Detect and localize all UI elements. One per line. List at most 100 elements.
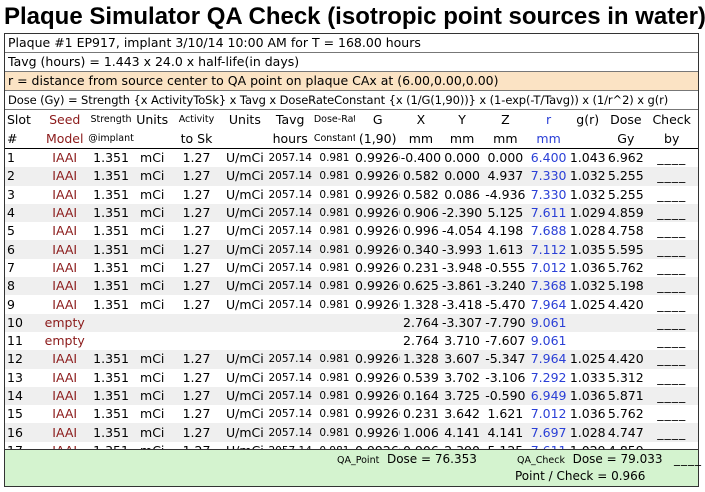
cell-gr: 1.025 (569, 296, 606, 312)
cell-dose: 4.859 (606, 203, 646, 223)
cell-dose: 4.420 (606, 350, 646, 369)
cell-tavg: 2057.14 (268, 225, 312, 238)
cell-check: ____ (657, 406, 687, 422)
cell-tavg: 2057.14 (266, 423, 314, 442)
cell-units: mCi (134, 167, 170, 186)
cell-strength (87, 313, 135, 332)
qa-table-body: 1 IAAI 1.351 mCi 1.27 U/mCi 2057.14 0.981 0.9926… (5, 149, 698, 461)
qa-check-summary: QA_Check Dose = 79.033 ____ (517, 452, 702, 466)
cell-check: ____ (657, 333, 687, 349)
cell-units: mCi (140, 186, 165, 202)
cell-gr: 1.043 (569, 150, 606, 166)
cell-strength: 1.351 (87, 350, 135, 369)
header-x-sub: mm (400, 129, 442, 149)
cell-slot: 6 (5, 240, 43, 259)
cell-check: ____ (657, 296, 687, 312)
cell-x: 0.539 (403, 369, 439, 385)
cell-strength: 1.351 (87, 167, 135, 186)
cell-units2: U/mCi (223, 277, 267, 296)
cell-x: 2.764 (403, 333, 439, 349)
cell-check: ____ (657, 259, 687, 275)
cell-x: 0.906 (400, 203, 442, 223)
header-units-sub (134, 129, 170, 149)
cell-activity: 1.27 (182, 186, 211, 202)
cell-model: IAAI (42, 167, 88, 186)
cell-units: mCi (134, 240, 170, 259)
cell-drc: 0.981 (313, 277, 356, 296)
header-r-sub: mm (528, 129, 570, 149)
cell-units2: U/mCi (225, 296, 264, 312)
cell-y: -3.418 (441, 296, 483, 312)
cell-r: 7.330 (530, 186, 567, 202)
cell-strength: 1.351 (87, 240, 135, 259)
cell-drc: 0.981 (313, 423, 356, 442)
cell-tavg: 2057.14 (266, 167, 314, 186)
cell-slot: 1 (7, 150, 15, 166)
cell-model: IAAI (42, 350, 88, 369)
cell-slot: 9 (7, 296, 15, 312)
tavg-info-line: Tavg (hours) = 1.443 x 24.0 x half-life(… (5, 52, 698, 71)
cell-drc: 0.981 (313, 240, 356, 259)
cell-activity (169, 313, 224, 332)
header-model-sub: Model (42, 129, 88, 149)
table-row: 16 IAAI 1.351 mCi 1.27 U/mCi 2057.14 0.981 0.992… (5, 423, 698, 442)
cell-dose: 4.758 (607, 223, 644, 239)
cell-y: 3.702 (444, 369, 480, 385)
cell-strength (87, 332, 134, 350)
cell-activity: 1.27 (169, 386, 224, 406)
table-row: 13 IAAI 1.351 mCi 1.27 U/mCi 2057.14 0.981 0.992… (5, 369, 698, 387)
cell-slot: 5 (7, 223, 15, 239)
cell-strength: 1.351 (87, 277, 135, 296)
cell-slot: 14 (5, 386, 43, 406)
cell-r: 7.688 (530, 223, 567, 239)
table-row: 6 IAAI 1.351 mCi 1.27 U/mCi 2057.14 0.981 0.9926… (5, 240, 698, 259)
cell-dose: 5.762 (607, 406, 644, 422)
cell-slot: 4 (5, 203, 43, 223)
cell-units2: U/mCi (223, 203, 267, 223)
cell-dose: 5.312 (607, 369, 644, 385)
cell-drc: 0.981 (319, 408, 350, 421)
cell-g (355, 332, 400, 350)
cell-drc: 0.981 (313, 386, 356, 406)
cell-activity: 1.27 (182, 369, 211, 385)
cell-gr: 1.025 (569, 350, 607, 369)
cell-x: 0.582 (400, 167, 442, 186)
cell-r: 7.697 (528, 423, 570, 442)
cell-model: IAAI (52, 150, 78, 166)
cell-units: mCi (140, 296, 165, 312)
cell-drc (313, 313, 356, 332)
header-g: G (372, 112, 383, 127)
header-y-sub: mm (441, 129, 483, 149)
cell-activity: 1.27 (169, 167, 224, 186)
cell-activity: 1.27 (182, 223, 211, 239)
cell-r: 9.061 (530, 333, 567, 349)
cell-check: ____ (645, 203, 698, 223)
cell-dose: 5.595 (606, 240, 646, 259)
header-x: X (416, 112, 426, 127)
cell-model: IAAI (52, 369, 78, 385)
qa-point-dose: Dose = 76.353 (386, 452, 477, 466)
cell-dose: 5.255 (607, 186, 644, 202)
cell-r: 7.330 (528, 167, 570, 186)
cell-units: mCi (140, 369, 165, 385)
cell-check: ____ (645, 240, 698, 259)
header-activity: Activity (178, 114, 215, 125)
cell-drc: 0.981 (319, 298, 350, 311)
header-y: Y (458, 112, 466, 127)
cell-units2: U/mCi (223, 423, 267, 442)
cell-slot: 2 (5, 167, 43, 186)
cell-units (134, 313, 170, 332)
cell-dose: 6.962 (607, 150, 644, 166)
cell-units2: U/mCi (225, 406, 264, 422)
cell-y: 0.086 (444, 186, 480, 202)
header-model: Seed (49, 112, 81, 127)
cell-r: 7.012 (530, 406, 567, 422)
cell-strength: 1.351 (93, 369, 129, 385)
